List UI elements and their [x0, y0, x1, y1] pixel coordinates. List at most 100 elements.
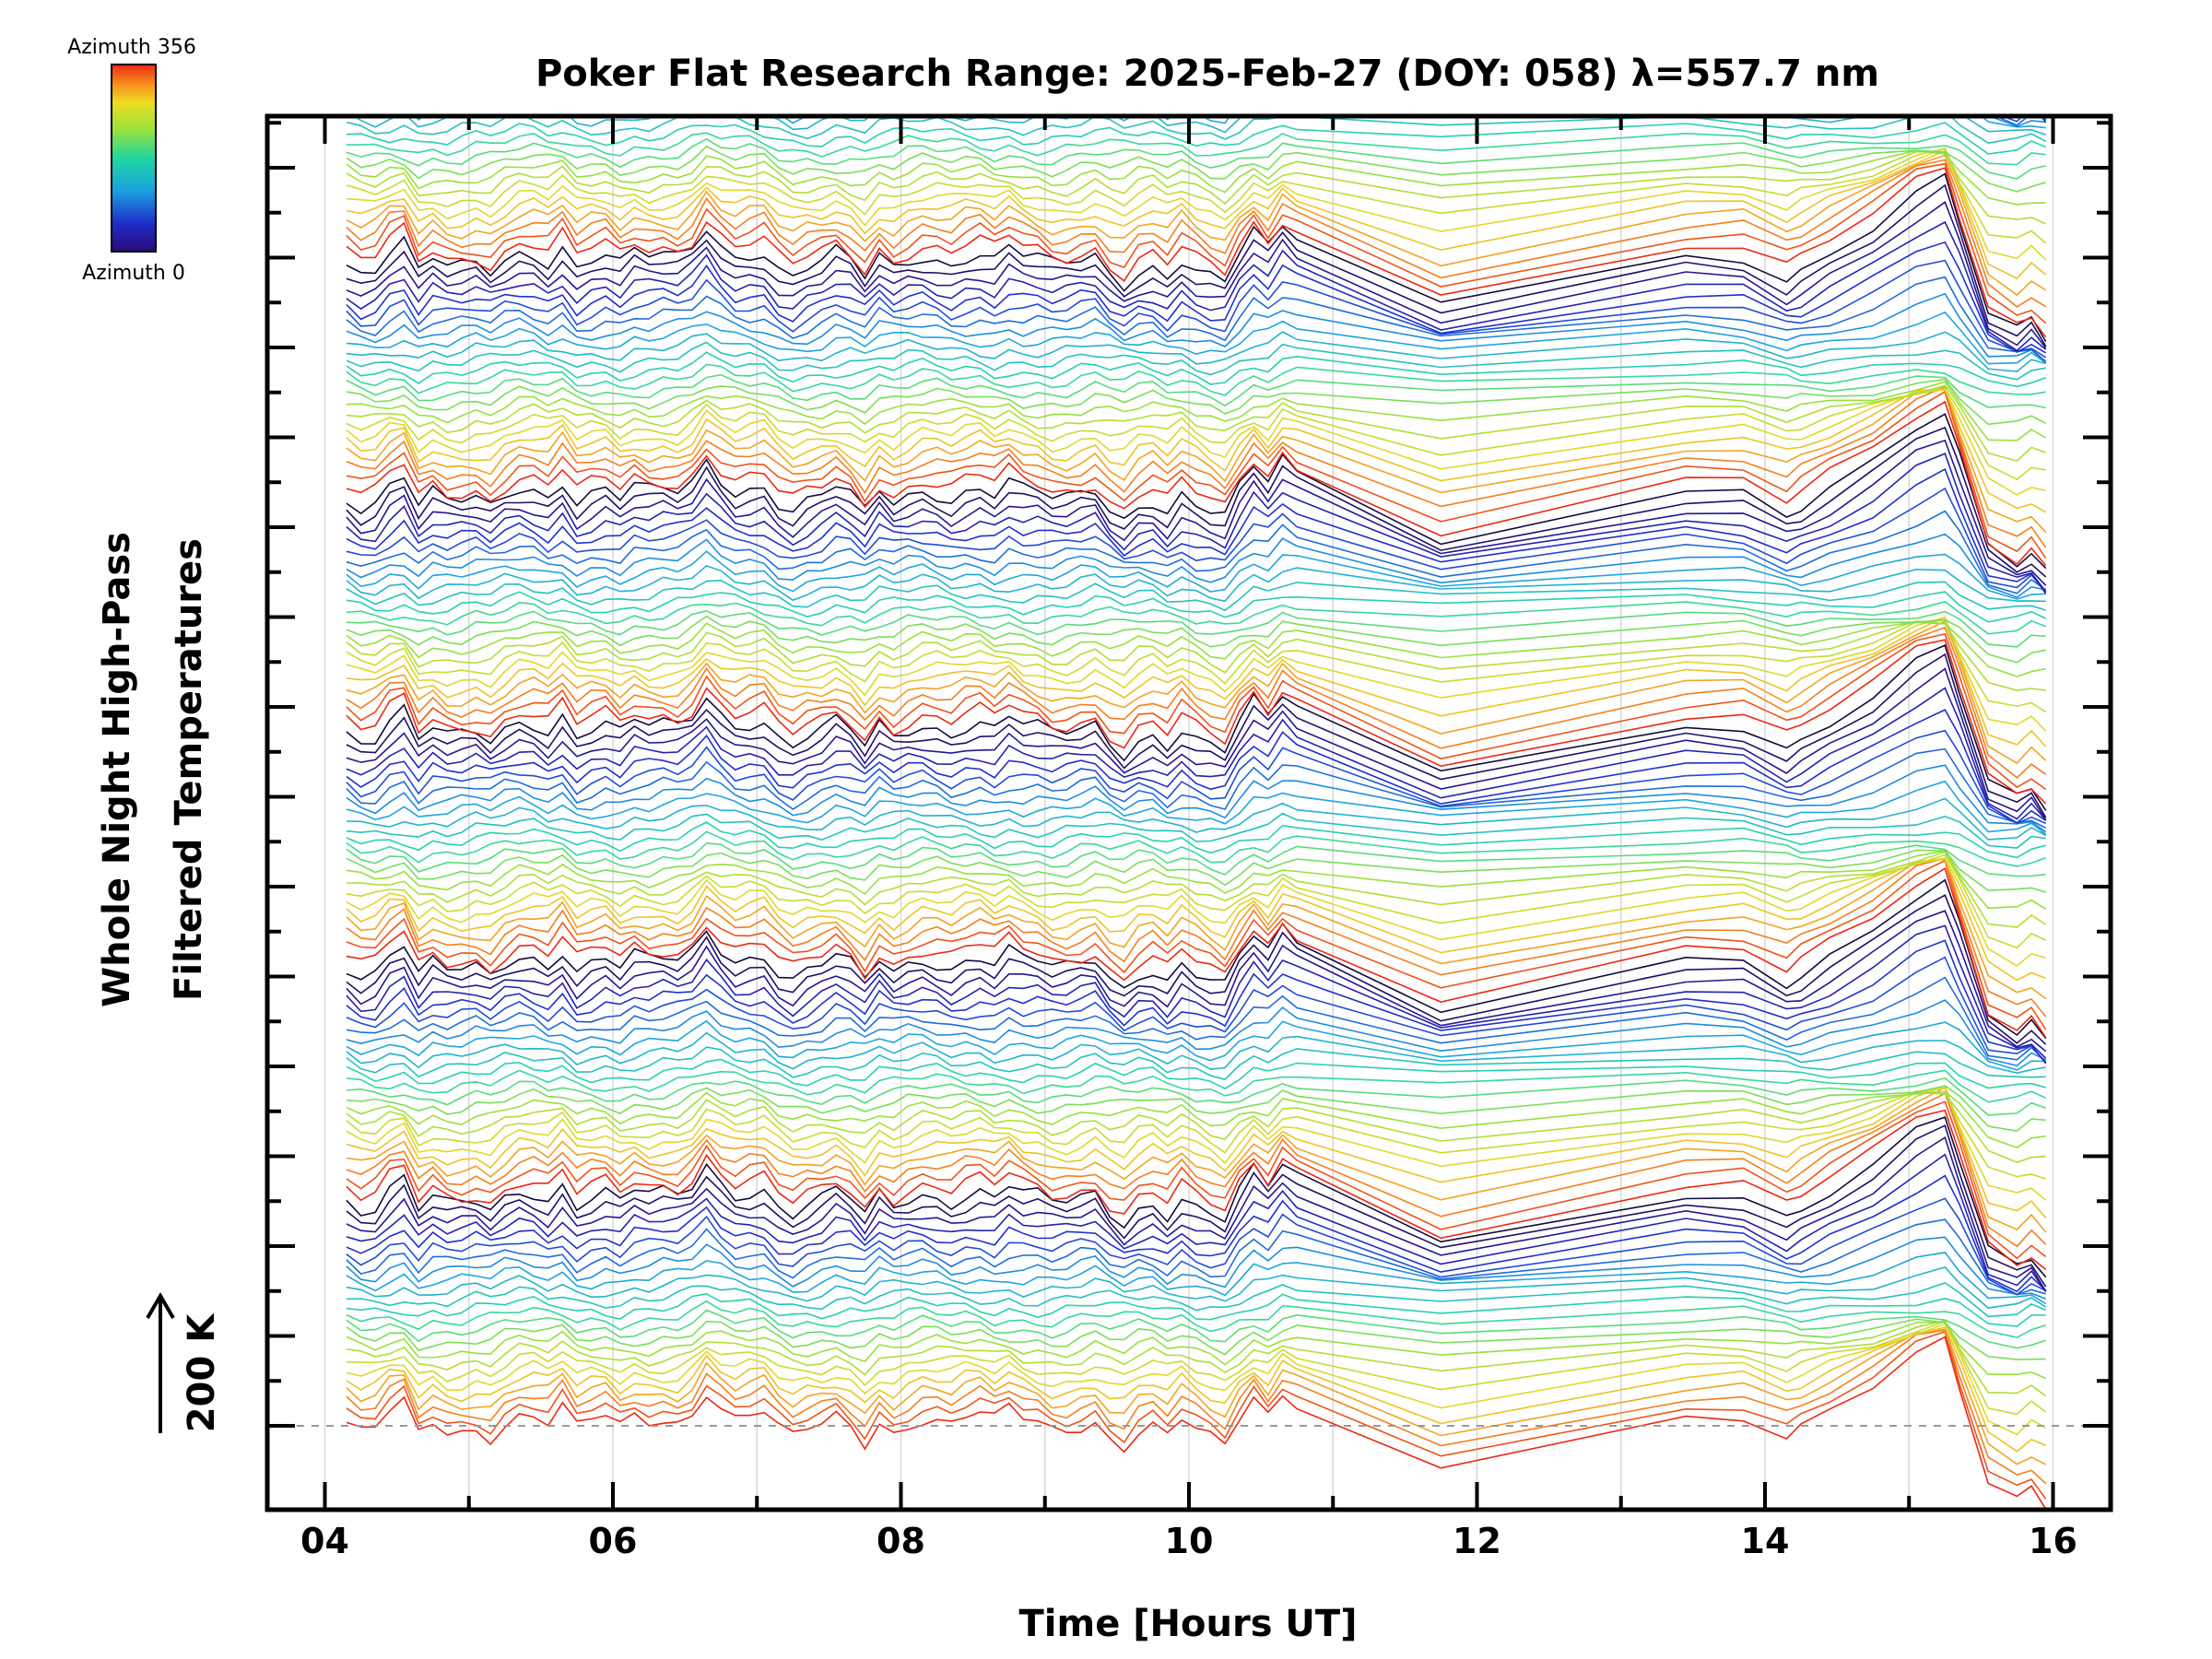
- trace-132: [346, 122, 2047, 155]
- gridlines: [324, 116, 2054, 1510]
- trace-59: [346, 830, 2046, 867]
- trace-25: [346, 1100, 2047, 1260]
- trace-63: [346, 780, 2047, 835]
- trace-28: [346, 1085, 2047, 1219]
- trace-123: [346, 154, 2047, 297]
- trace-127: [346, 150, 2047, 225]
- trace-68: [346, 687, 2047, 821]
- x-tick-label-14: 14: [1741, 1521, 1790, 1561]
- trace-0: [346, 1335, 2046, 1508]
- trace-119: [346, 172, 2047, 343]
- trace-128: [346, 149, 2046, 206]
- trace-83: [346, 600, 2046, 635]
- trace-114: [346, 259, 2047, 359]
- trace-55: [346, 851, 2047, 928]
- trace-91: [346, 467, 2047, 594]
- trace-38: [346, 1031, 2046, 1075]
- trace-42: [346, 956, 2047, 1065]
- trace-64: [346, 764, 2047, 833]
- trace-89: [346, 510, 2047, 594]
- trace-35: [346, 1069, 2047, 1103]
- trace-26: [346, 1092, 2047, 1248]
- trace-122: [346, 159, 2047, 308]
- trace-117: [346, 201, 2047, 348]
- colorbar-bottom-label: Azimuth 0: [82, 262, 185, 285]
- trace-34: [346, 1077, 2046, 1116]
- y-axis-label-line2: Filtered Temperatures: [168, 538, 210, 1001]
- trace-14: [346, 1265, 2047, 1309]
- trace-74: [346, 626, 2047, 779]
- trace-52: [346, 858, 2046, 982]
- trace-94: [346, 426, 2047, 578]
- trace-111: [346, 311, 2047, 365]
- trace-70: [346, 653, 2047, 818]
- trace-124: [346, 149, 2047, 280]
- trace-45: [346, 910, 2047, 1053]
- trace-50: [346, 857, 2047, 1018]
- trace-82: [346, 609, 2046, 648]
- trace-41: [346, 976, 2047, 1063]
- trace-62: [346, 797, 2047, 841]
- trace-113: [346, 276, 2047, 362]
- trace-110: [346, 331, 2046, 372]
- trace-67: [346, 709, 2047, 824]
- x-axis-label: Time [Hours UT]: [1019, 1603, 1358, 1645]
- colorbar: [111, 64, 157, 253]
- trace-57: [346, 849, 2046, 893]
- trace-10: [346, 1309, 2046, 1349]
- trace-20: [346, 1153, 2047, 1292]
- trace-49: [346, 859, 2047, 1030]
- trace-30: [346, 1090, 2046, 1180]
- trace-6: [346, 1320, 2047, 1416]
- trace-31: [346, 1091, 2046, 1163]
- trace-11: [346, 1300, 2046, 1339]
- trace-80: [346, 621, 2046, 677]
- trace-88: [346, 533, 2046, 598]
- trace-104: [346, 381, 2047, 441]
- trace-92: [346, 453, 2047, 593]
- y-axis-label-line1: Whole Night High-Pass: [96, 532, 138, 1007]
- trace-37: [346, 1046, 2046, 1081]
- trace-73: [346, 632, 2047, 791]
- scale-label: 200 K: [181, 1312, 223, 1432]
- trace-13: [346, 1282, 2047, 1318]
- trace-16: [346, 1236, 2046, 1300]
- trace-115: [346, 241, 2047, 354]
- chart-title: Poker Flat Research Range: 2025-Feb-27 (…: [535, 53, 1879, 95]
- trace-60: [346, 821, 2046, 859]
- trace-131: [346, 132, 2046, 166]
- trace-71: [346, 644, 2047, 811]
- trace-58: [346, 842, 2046, 877]
- traces-group: [346, 118, 2047, 1508]
- trace-56: [346, 850, 2047, 910]
- trace-32: [346, 1090, 2046, 1149]
- x-tick-label-16: 16: [2029, 1521, 2077, 1561]
- trace-86: [346, 564, 2046, 603]
- trace-84: [346, 591, 2047, 623]
- trace-43: [346, 939, 2047, 1064]
- trace-100: [346, 388, 2047, 513]
- trace-61: [346, 812, 2046, 849]
- trace-97: [346, 390, 2047, 559]
- trace-95: [346, 413, 2047, 570]
- trace-93: [346, 439, 2047, 586]
- trace-18: [346, 1197, 2047, 1296]
- trace-108: [346, 351, 2046, 388]
- trace-87: [346, 550, 2046, 600]
- trace-21: [346, 1135, 2047, 1292]
- trace-85: [346, 579, 2046, 612]
- trace-17: [346, 1218, 2046, 1296]
- trace-102: [346, 388, 2046, 481]
- trace-129: [346, 145, 2046, 193]
- trace-48: [346, 866, 2047, 1039]
- trace-29: [346, 1088, 2047, 1201]
- trace-101: [346, 389, 2046, 496]
- trace-23: [346, 1116, 2047, 1278]
- trace-106: [346, 373, 2046, 409]
- scale-arrow-icon: [146, 1292, 175, 1433]
- trace-69: [346, 667, 2047, 820]
- trace-2: [346, 1329, 2047, 1485]
- x-tick-label-06: 06: [589, 1521, 638, 1561]
- trace-109: [346, 341, 2046, 381]
